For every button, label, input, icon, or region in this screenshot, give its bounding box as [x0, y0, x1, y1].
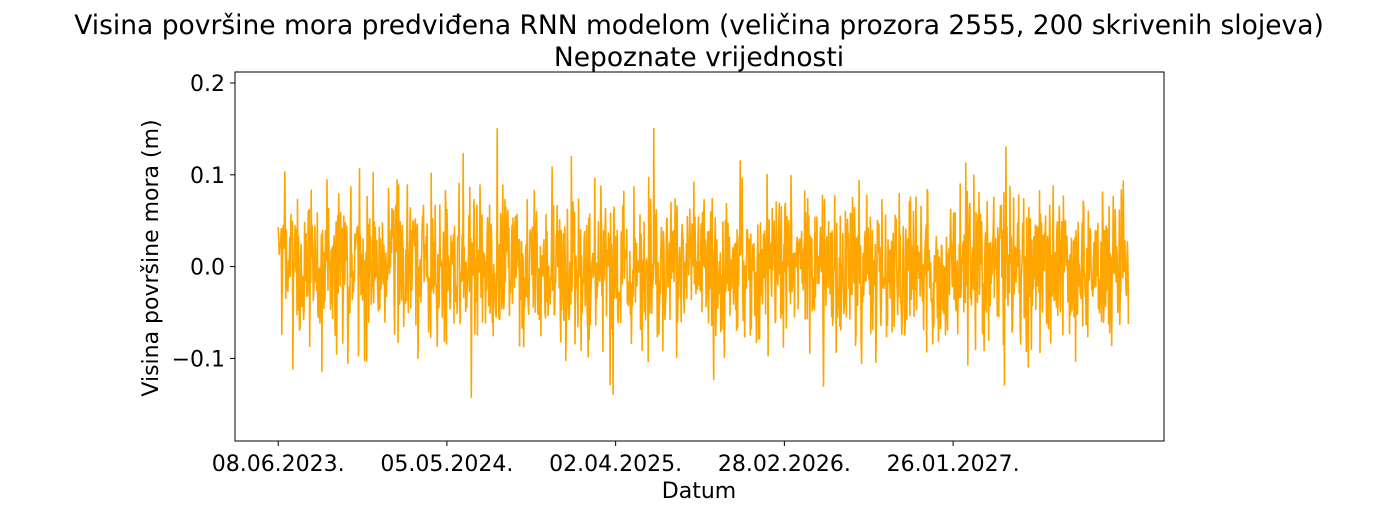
axes-frame [234, 71, 1165, 442]
chart-subtitle: Nepoznate vrijednosti [554, 42, 844, 73]
series-line [277, 127, 1130, 399]
chart-title: Visina površine mora predviđena RNN mode… [74, 10, 1324, 41]
x-axis-label: Datum [662, 479, 736, 504]
y-axis-label: Visina površine mora (m) [139, 119, 164, 396]
x-tick-label: 05.05.2024. [380, 452, 513, 477]
y-tick-label: −0.1 [172, 347, 225, 372]
y-tick-label: 0.0 [190, 256, 225, 281]
y-tick-label: 0.1 [190, 164, 225, 189]
y-tick-label: 0.2 [190, 72, 225, 97]
x-tick-label: 02.04.2025. [549, 452, 682, 477]
x-tick-label: 26.01.2027. [887, 452, 1020, 477]
x-tick-label: 08.06.2023. [212, 452, 345, 477]
x-tick-label: 28.02.2026. [718, 452, 851, 477]
plot-area: −0.1 0.0 0.1 0.2 08.06.2023. 05.05.2024. 02.04… [172, 71, 1165, 477]
